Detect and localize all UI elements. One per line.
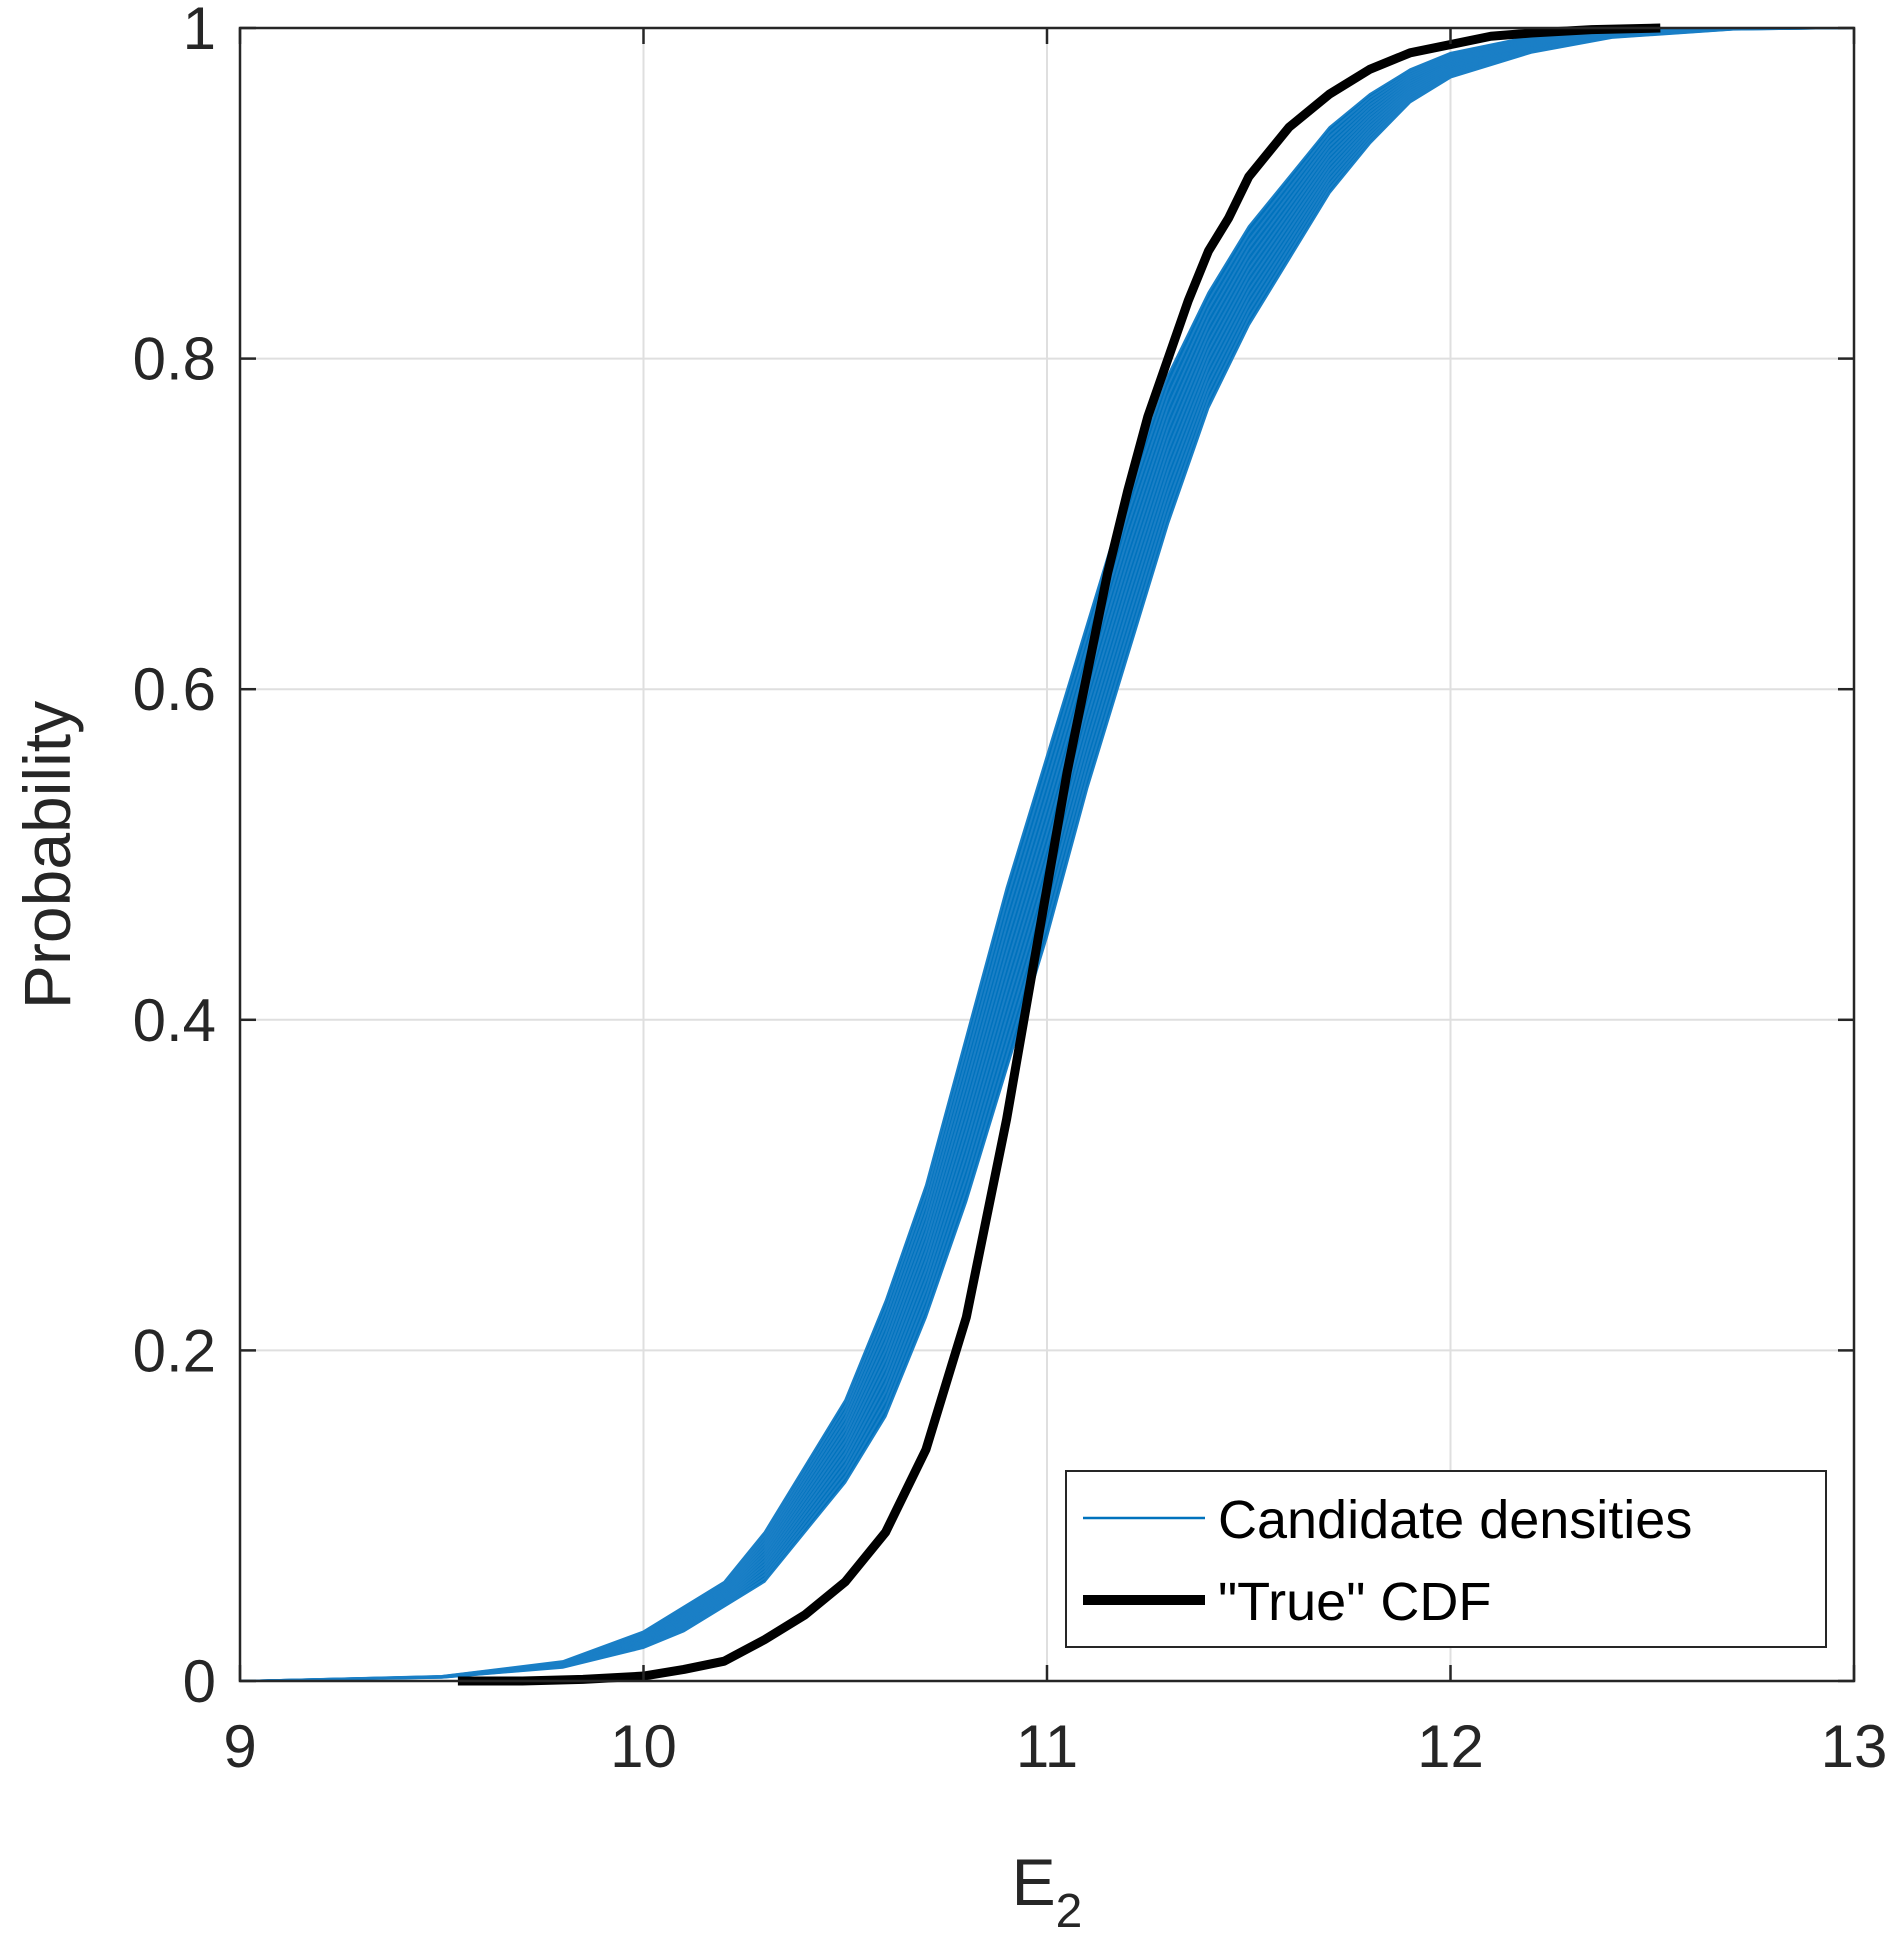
y-tick-label: 0.6 bbox=[133, 656, 216, 723]
legend: Candidate densities "True" CDF bbox=[1065, 1470, 1827, 1648]
candidate-line bbox=[239, 27, 1855, 1682]
candidate-line bbox=[239, 27, 1855, 1682]
y-tick-label: 0 bbox=[183, 1648, 216, 1715]
y-tick-label: 1 bbox=[183, 0, 216, 62]
x-tick-label: 12 bbox=[1417, 1713, 1484, 1780]
candidate-line bbox=[239, 27, 1854, 1682]
x-axis-label-main: E bbox=[1012, 1845, 1056, 1919]
y-tick-label: 0.8 bbox=[133, 326, 216, 393]
y-tick-label: 0.2 bbox=[133, 1317, 216, 1384]
legend-label-true: "True" CDF bbox=[1218, 1572, 1491, 1632]
legend-label-candidate: Candidate densities bbox=[1218, 1490, 1692, 1550]
x-axis-label-subscript: 2 bbox=[1056, 1885, 1083, 1938]
y-tick-label: 0.4 bbox=[133, 987, 216, 1054]
x-tick-labels: 9 10 11 12 13 bbox=[223, 1713, 1887, 1780]
x-axis-label: E2 bbox=[1012, 1845, 1083, 1938]
true-cdf-line bbox=[457, 23, 1661, 1686]
y-tick-labels: 0 0.2 0.4 0.6 0.8 1 bbox=[133, 0, 216, 1715]
candidate-line bbox=[239, 27, 1855, 1682]
candidate-line bbox=[239, 27, 1855, 1682]
legend-box bbox=[1065, 1470, 1827, 1648]
candidate-line bbox=[239, 27, 1855, 1682]
axis-ticks bbox=[238, 26, 1856, 1683]
x-tick-label: 9 bbox=[223, 1713, 256, 1780]
candidate-line bbox=[239, 27, 1855, 1682]
candidate-line bbox=[239, 27, 1855, 1682]
y-axis-label: Probability bbox=[10, 701, 84, 1009]
x-tick-label: 13 bbox=[1821, 1713, 1888, 1780]
x-tick-label: 10 bbox=[610, 1713, 677, 1780]
candidate-line bbox=[239, 27, 1855, 1682]
candidate-densities-band bbox=[239, 27, 1855, 1682]
candidate-band-fill bbox=[240, 28, 1854, 1681]
candidate-line bbox=[239, 27, 1855, 1682]
candidate-line bbox=[239, 27, 1855, 1682]
x-tick-label: 11 bbox=[1016, 1713, 1078, 1780]
true-cdf-group bbox=[457, 23, 1661, 1686]
